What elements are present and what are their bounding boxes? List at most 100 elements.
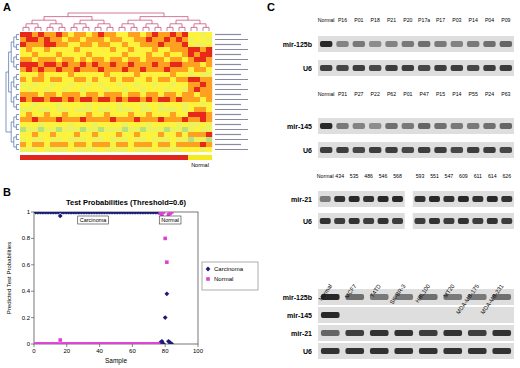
dendrogram	[16, 105, 19, 110]
heatmap-cell	[134, 32, 140, 37]
row-label-placeholder	[215, 114, 241, 115]
heatmap-cell	[104, 77, 110, 82]
heatmap-cell	[38, 42, 44, 47]
heatmap-cell	[20, 82, 26, 87]
heatmap-cell	[32, 112, 38, 117]
heatmap-cell	[44, 37, 50, 42]
lane-label: 551	[430, 173, 439, 179]
heatmap-cell	[44, 147, 50, 152]
heatmap-cell	[92, 82, 98, 87]
heatmap-cell	[164, 142, 170, 147]
heatmap-cell	[26, 122, 32, 127]
heatmap-cell	[110, 147, 116, 152]
heatmap-cell	[110, 72, 116, 77]
heatmap-cell	[38, 72, 44, 77]
heatmap-cell	[44, 52, 50, 57]
heatmap-cell	[128, 32, 134, 37]
heatmap-cell	[188, 122, 194, 127]
heatmap-cell	[80, 137, 86, 142]
point	[161, 342, 166, 344]
heatmap-cell	[206, 72, 212, 77]
band	[321, 330, 340, 336]
heatmap-cell	[176, 112, 182, 117]
band	[483, 65, 495, 71]
band	[385, 147, 397, 153]
heatmap-cell	[188, 47, 194, 52]
heatmap-cell	[98, 72, 104, 77]
heatmap-cell	[176, 82, 182, 87]
legend-marker	[206, 267, 211, 272]
lane-label: 486	[364, 173, 373, 179]
heatmap-cell	[104, 107, 110, 112]
heatmap-cell	[110, 112, 116, 117]
heatmap-cell	[74, 82, 80, 87]
band	[429, 196, 440, 202]
heatmap-cell	[206, 142, 212, 147]
band	[370, 330, 389, 336]
heatmap-cell	[164, 92, 170, 97]
band	[336, 65, 348, 71]
row-label-placeholder	[215, 94, 241, 95]
band	[345, 330, 364, 336]
lane-label: P22	[371, 91, 380, 97]
band	[458, 218, 469, 224]
heatmap-cell	[80, 117, 86, 122]
heatmap-cell	[74, 117, 80, 122]
heatmap-cell	[134, 57, 140, 62]
dendrogram	[16, 85, 19, 90]
heatmap-cell	[74, 102, 80, 107]
band	[370, 294, 389, 300]
heatmap-cell	[86, 97, 92, 102]
heatmap-cell	[122, 37, 128, 42]
heatmap-cell	[20, 32, 26, 37]
heatmap-cell	[116, 62, 122, 67]
dendrogram	[23, 27, 29, 31]
heatmap-cell	[128, 77, 134, 82]
band	[443, 330, 462, 336]
heatmap-cell	[32, 67, 38, 72]
heatmap-cell	[20, 52, 26, 57]
heatmap-cell	[158, 132, 164, 137]
band	[369, 123, 381, 129]
heatmap-cell	[56, 42, 62, 47]
heatmap-cell	[98, 97, 104, 102]
heatmap-cell	[146, 37, 152, 42]
heatmap-cell	[122, 127, 128, 132]
heatmap-cell	[128, 137, 134, 142]
heatmap-cell	[188, 42, 194, 47]
heatmap-cell	[80, 112, 86, 117]
heatmap-cell	[20, 62, 26, 67]
tick	[132, 344, 133, 347]
point	[162, 212, 166, 214]
point	[165, 260, 169, 264]
heatmap-cell	[98, 132, 104, 137]
heatmap-cell	[194, 107, 200, 112]
heatmap-cell	[50, 87, 56, 92]
heatmap-cell	[110, 122, 116, 127]
heatmap-cell	[140, 67, 146, 72]
band	[336, 123, 348, 129]
heatmap-cell	[176, 72, 182, 77]
lane-label: P47	[420, 91, 429, 97]
row-label-placeholder	[215, 44, 241, 45]
lane-label: P16	[338, 17, 347, 23]
heatmap-cell	[38, 47, 44, 52]
heatmap-cell	[146, 87, 152, 92]
heatmap-cell	[26, 72, 32, 77]
row-label-placeholder	[215, 99, 248, 100]
blot-strip	[318, 60, 514, 76]
heatmap-cell	[152, 117, 158, 122]
heatmap-cell	[140, 52, 146, 57]
band	[434, 147, 446, 153]
heatmap-cell	[152, 77, 158, 82]
heatmap-cell	[74, 147, 80, 152]
lane-label: HBL100	[414, 283, 431, 304]
heatmap-cell	[32, 87, 38, 92]
group-label: Normal	[191, 162, 209, 168]
band	[443, 348, 462, 354]
heatmap-cell	[158, 147, 164, 152]
heatmap-cell	[182, 142, 188, 147]
band	[419, 312, 438, 318]
heatmap-cell	[38, 147, 44, 152]
dendrogram	[35, 27, 41, 31]
